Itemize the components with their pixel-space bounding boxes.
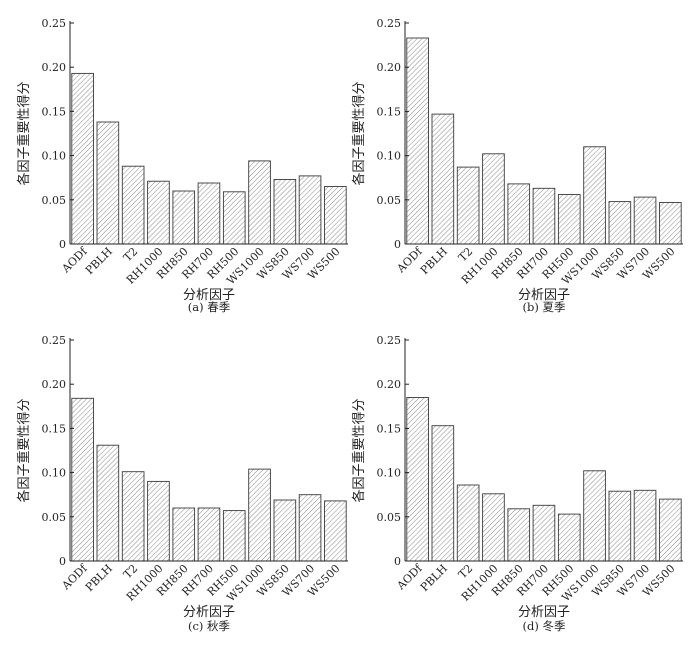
- bar-ws700: [633, 196, 657, 245]
- bar-ws1000: [583, 146, 606, 245]
- bar-rh1000: [147, 180, 170, 245]
- y-tick-label: 0: [394, 555, 401, 568]
- y-tick-label: 0.20: [377, 61, 402, 74]
- bar-ws700: [633, 489, 657, 562]
- x-axis-label: 分析因子: [518, 605, 570, 620]
- bar-ws1000: [248, 160, 271, 245]
- x-axis-label: 分析因子: [183, 288, 235, 303]
- y-tick-label: 0.10: [42, 467, 67, 480]
- panel-caption: (a) 春季: [188, 300, 231, 314]
- y-tick-label: 0.25: [42, 334, 67, 347]
- y-tick-label: 0.10: [377, 467, 402, 480]
- y-tick-label: 0.10: [377, 150, 402, 163]
- bar-ws1000: [248, 468, 271, 562]
- y-tick-label: 0.05: [42, 511, 67, 524]
- x-axis-label: 分析因子: [518, 288, 570, 303]
- y-tick-label: 0.05: [42, 194, 67, 207]
- bar-ws850: [608, 201, 632, 245]
- y-tick-label: 0.05: [377, 511, 402, 524]
- bar-ws850: [273, 179, 297, 245]
- y-axis-label: 各因子重要性得分: [16, 398, 32, 502]
- y-tick-label: 0.25: [42, 17, 67, 30]
- bar-ws700: [298, 175, 322, 245]
- bar-rh1000: [482, 493, 505, 562]
- x-tick-label: PBLH: [83, 245, 115, 277]
- bar-rh700: [532, 187, 556, 245]
- y-tick-label: 0: [59, 238, 66, 251]
- y-axis-label: 各因子重要性得分: [351, 398, 367, 502]
- bar-rh850: [507, 183, 531, 245]
- bar-rh1000: [147, 480, 170, 562]
- bar-ws1000: [583, 470, 606, 562]
- bar-t2: [456, 484, 480, 562]
- bar-ws700: [298, 494, 322, 562]
- bar-t2: [121, 165, 145, 245]
- bar-ws850: [608, 490, 632, 562]
- bar-rh500: [222, 191, 246, 245]
- bar-rh1000: [482, 153, 505, 245]
- x-tick-label: T2: [456, 562, 475, 581]
- y-tick-label: 0.15: [42, 422, 67, 435]
- panel-caption: (b) 夏季: [523, 300, 566, 314]
- y-tick-label: 0.05: [377, 194, 402, 207]
- bar-rh850: [172, 507, 196, 562]
- bar-aodf: [71, 397, 94, 562]
- bar-pblh: [96, 444, 120, 562]
- y-tick-label: 0.15: [377, 422, 402, 435]
- y-tick-label: 0.20: [377, 378, 402, 391]
- bar-t2: [456, 166, 480, 245]
- bar-ws500: [659, 202, 682, 245]
- bar-aodf: [71, 72, 94, 245]
- bar-rh700: [197, 182, 221, 245]
- y-tick-label: 0.20: [42, 61, 67, 74]
- x-tick-label: PBLH: [83, 562, 115, 594]
- bar-rh700: [197, 507, 221, 562]
- bar-rh850: [172, 190, 196, 245]
- panel-caption: (c) 秋季: [188, 619, 231, 633]
- y-axis-label: 各因子重要性得分: [16, 81, 32, 185]
- bar-pblh: [96, 121, 120, 245]
- y-tick-label: 0.20: [42, 378, 67, 391]
- y-tick-label: 0: [59, 555, 66, 568]
- x-tick-label: T2: [121, 245, 140, 264]
- bar-aodf: [406, 37, 429, 245]
- y-tick-label: 0.15: [42, 105, 67, 118]
- x-axis-label: 分析因子: [183, 605, 235, 620]
- panel-caption: (d) 冬季: [523, 619, 566, 633]
- bar-rh500: [557, 194, 581, 245]
- y-axis-label: 各因子重要性得分: [351, 81, 367, 185]
- bar-ws500: [324, 186, 347, 245]
- bar-pblh: [431, 425, 455, 562]
- bar-aodf: [406, 397, 429, 562]
- bar-pblh: [431, 113, 455, 245]
- x-tick-label: PBLH: [418, 562, 450, 594]
- bar-rh850: [507, 508, 531, 562]
- y-tick-label: 0.25: [377, 334, 402, 347]
- y-tick-label: 0.25: [377, 17, 402, 30]
- bar-ws850: [273, 499, 297, 562]
- bar-rh700: [532, 504, 556, 562]
- x-tick-label: T2: [121, 562, 140, 581]
- bar-ws500: [659, 498, 682, 562]
- x-tick-label: PBLH: [418, 245, 450, 277]
- bar-ws500: [324, 500, 347, 562]
- y-tick-label: 0.10: [42, 150, 67, 163]
- bar-rh500: [557, 513, 581, 562]
- bar-rh500: [222, 510, 246, 562]
- x-tick-label: T2: [456, 245, 475, 264]
- y-tick-label: 0.15: [377, 105, 402, 118]
- y-tick-label: 0: [394, 238, 401, 251]
- bar-t2: [121, 471, 145, 562]
